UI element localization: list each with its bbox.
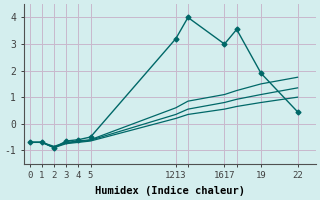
X-axis label: Humidex (Indice chaleur): Humidex (Indice chaleur): [95, 186, 245, 196]
